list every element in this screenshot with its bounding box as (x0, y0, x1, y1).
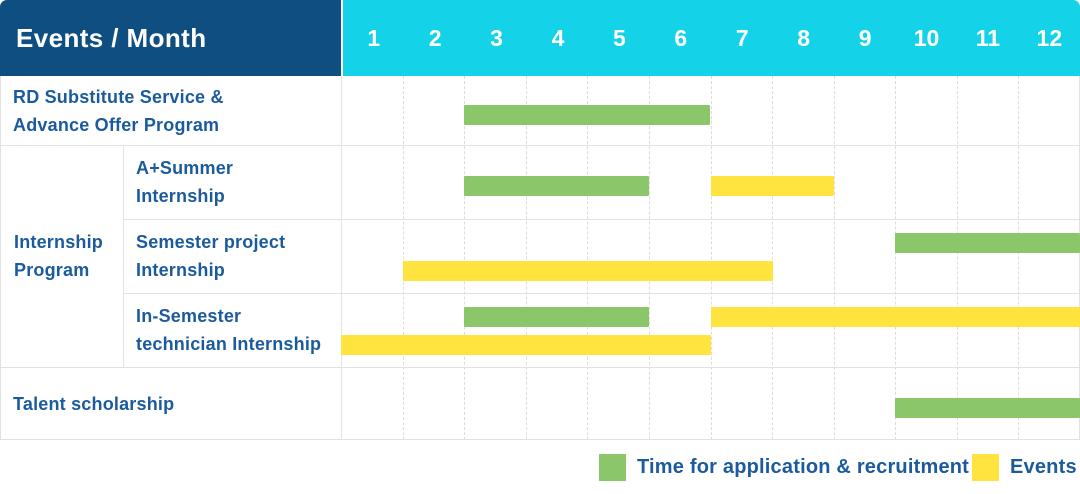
month-gridline (957, 76, 958, 440)
month-header-cell: 11 (975, 24, 1001, 51)
sublabel-boundary-line (123, 145, 124, 367)
month-header-cell: 7 (735, 24, 749, 51)
row-separator-line (0, 145, 1080, 146)
month-header-row: 1 2 3 4 5 6 7 8 9 10 11 12 (343, 0, 1080, 76)
month-header-cell: 4 (551, 24, 565, 51)
legend-label: Time for application & recruitment (637, 455, 970, 478)
row-label: In-Semester technician Internship (123, 293, 341, 367)
month-gridline (772, 76, 773, 440)
month-gridline (526, 76, 527, 440)
month-gridline (649, 76, 650, 440)
month-header-cell: 3 (490, 24, 503, 51)
gantt-bar-application (464, 105, 710, 125)
month-header-cell: 10 (913, 24, 940, 51)
month-gridline (587, 76, 588, 440)
row-separator-line (0, 367, 1080, 368)
row-label-line: Internship (136, 186, 226, 206)
row-label: Talent scholarship (0, 367, 341, 440)
gantt-bar-event (711, 176, 834, 196)
month-header-cell: 9 (858, 24, 872, 51)
month-gridline (711, 76, 712, 440)
legend-item-event: Events (972, 440, 1077, 494)
legend-swatch-event (972, 453, 999, 481)
row-label: Semester project Internship (123, 219, 341, 293)
month-gridline (403, 76, 404, 440)
row-label-line: A+Summer (136, 158, 234, 178)
events-month-title: Events / Month (16, 22, 207, 53)
month-header-cell: 12 (1036, 24, 1063, 51)
month-gridline (464, 76, 465, 440)
month-header-cell: 5 (613, 24, 626, 51)
gantt-bar-event (403, 261, 773, 281)
gantt-bar-application (464, 176, 649, 196)
month-header-cell: 6 (674, 24, 688, 51)
row-label-line: Internship (136, 260, 226, 280)
month-header-cell: 1 (367, 24, 381, 51)
row-separator-line (123, 219, 1080, 220)
events-month-header-cell: Events / Month (0, 0, 341, 76)
month-gridline (895, 76, 896, 440)
month-header-cell: 8 (797, 24, 811, 51)
legend-item-application: Time for application & recruitment (599, 440, 969, 494)
month-gridline (834, 76, 835, 440)
row-separator-line (123, 293, 1080, 294)
row-label: RD Substitute Service & Advance Offer Pro… (0, 76, 341, 145)
row-label-line: technician Internship (136, 334, 322, 354)
gantt-bar-application (895, 398, 1080, 418)
legend-swatch-application (599, 453, 626, 481)
month-header-cell: 2 (428, 24, 442, 51)
gantt-bar-event (711, 307, 1080, 327)
gantt-bar-application (464, 307, 649, 327)
month-gridline (1018, 76, 1019, 440)
group-label-line: Internship (14, 232, 104, 252)
gantt-bar-event (341, 335, 711, 355)
row-label-line: RD Substitute Service & (13, 86, 224, 107)
row-label: A+Summer Internship (123, 145, 341, 219)
gantt-bar-application (895, 233, 1080, 253)
group-label-line: Program (14, 260, 90, 280)
row-label-line: Semester project (136, 232, 286, 252)
legend-label: Events (1010, 455, 1077, 478)
chart-boundary-line (341, 76, 342, 440)
legend: Time for application & recruitment Events (0, 440, 1080, 494)
row-label-line: In-Semester (136, 306, 242, 326)
group-label-internship-program: Internship Program (0, 145, 123, 367)
row-label-line: Talent scholarship (13, 393, 175, 414)
row-label-line: Advance Offer Program (13, 114, 220, 135)
